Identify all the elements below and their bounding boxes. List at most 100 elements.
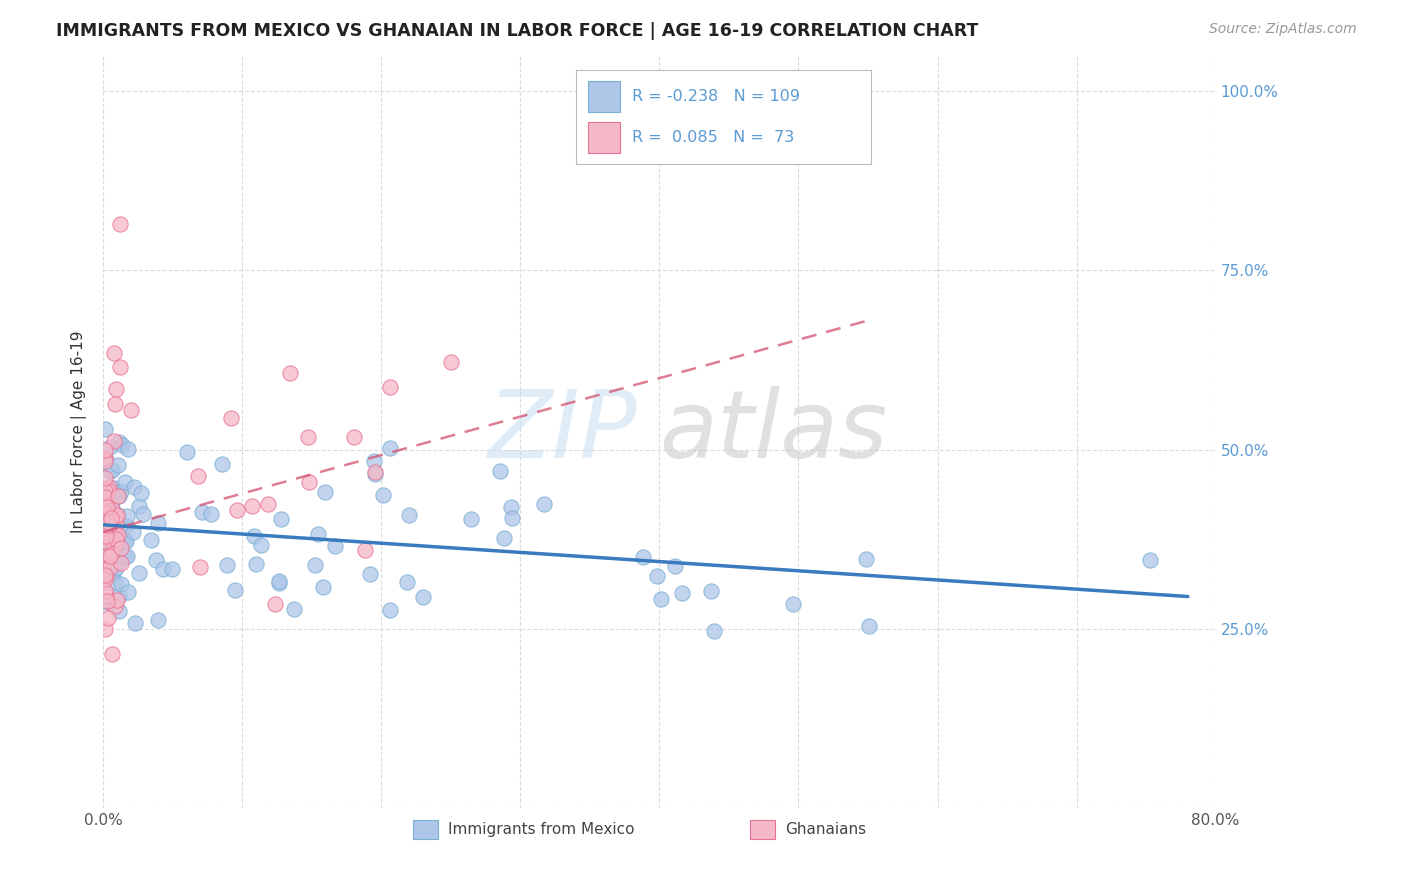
Point xyxy=(94,590,117,604)
Point xyxy=(371,487,394,501)
Point xyxy=(1139,553,1161,567)
Point xyxy=(97,515,120,529)
Point xyxy=(101,501,124,516)
Point xyxy=(108,489,131,503)
Point xyxy=(858,619,880,633)
Point xyxy=(117,508,139,523)
Point xyxy=(211,458,233,472)
Point xyxy=(359,566,381,581)
Point xyxy=(264,597,287,611)
Point xyxy=(93,422,115,436)
Point xyxy=(249,538,271,552)
Point xyxy=(94,595,117,609)
Point xyxy=(671,585,693,599)
Point xyxy=(104,532,127,546)
Point xyxy=(398,508,420,523)
Point xyxy=(131,486,153,500)
Point xyxy=(107,435,129,450)
Point xyxy=(664,559,686,574)
Point xyxy=(145,553,167,567)
Point xyxy=(107,490,129,504)
Point xyxy=(489,464,512,478)
Point xyxy=(152,562,174,576)
Point xyxy=(114,533,136,548)
Point xyxy=(217,558,239,572)
Point xyxy=(98,480,121,494)
Point xyxy=(304,558,326,573)
Point xyxy=(224,583,246,598)
Point xyxy=(105,561,128,575)
Point xyxy=(298,475,321,490)
Point xyxy=(100,511,122,525)
Point xyxy=(97,535,120,549)
Point xyxy=(412,590,434,604)
Point xyxy=(93,534,115,549)
Point xyxy=(93,555,115,569)
Point xyxy=(146,516,169,530)
Point xyxy=(98,533,121,548)
Point xyxy=(107,604,129,618)
Point xyxy=(94,511,117,525)
Point xyxy=(104,397,127,411)
Point xyxy=(107,528,129,542)
Point xyxy=(96,558,118,572)
Point xyxy=(297,429,319,443)
Point xyxy=(103,345,125,359)
Point xyxy=(94,572,117,586)
Point xyxy=(93,561,115,575)
Point xyxy=(100,549,122,564)
Text: atlas: atlas xyxy=(659,386,887,477)
Point xyxy=(221,410,243,425)
Point xyxy=(100,500,122,514)
Point xyxy=(128,566,150,580)
Point xyxy=(104,510,127,524)
Y-axis label: In Labor Force | Age 16-19: In Labor Force | Age 16-19 xyxy=(72,330,87,533)
Point xyxy=(124,615,146,630)
Point xyxy=(93,454,115,468)
Point xyxy=(115,549,138,563)
Point xyxy=(98,559,121,574)
Point xyxy=(440,355,463,369)
Point xyxy=(270,512,292,526)
Point xyxy=(97,611,120,625)
Point xyxy=(225,503,247,517)
Point xyxy=(364,467,387,481)
Point xyxy=(117,585,139,599)
Point xyxy=(96,482,118,496)
Point xyxy=(104,574,127,589)
Point xyxy=(103,482,125,496)
Point xyxy=(94,538,117,552)
Point xyxy=(103,434,125,449)
Point xyxy=(108,217,131,231)
Point xyxy=(93,451,115,466)
Point xyxy=(188,560,211,574)
Text: Immigrants from Mexico: Immigrants from Mexico xyxy=(447,822,634,837)
Point xyxy=(93,560,115,574)
Point xyxy=(633,549,655,564)
Point xyxy=(97,524,120,538)
Point xyxy=(107,554,129,568)
Point xyxy=(120,403,142,417)
Text: ZIP: ZIP xyxy=(488,386,637,477)
Text: IMMIGRANTS FROM MEXICO VS GHANAIAN IN LABOR FORCE | AGE 16-19 CORRELATION CHART: IMMIGRANTS FROM MEXICO VS GHANAIAN IN LA… xyxy=(56,22,979,40)
Point xyxy=(191,505,214,519)
Point xyxy=(104,382,127,396)
Point xyxy=(122,479,145,493)
Point xyxy=(107,589,129,603)
Point xyxy=(243,529,266,543)
Point xyxy=(93,484,115,499)
Point xyxy=(96,500,118,514)
Point xyxy=(323,539,346,553)
Point xyxy=(97,530,120,544)
Point xyxy=(93,568,115,582)
Point xyxy=(703,624,725,638)
Text: Ghanaians: Ghanaians xyxy=(785,822,866,837)
Point xyxy=(256,497,278,511)
Point xyxy=(104,599,127,614)
Point xyxy=(110,577,132,591)
Point xyxy=(96,500,118,514)
Point xyxy=(96,538,118,552)
Point xyxy=(97,483,120,498)
Point xyxy=(98,532,121,546)
Point xyxy=(117,442,139,456)
